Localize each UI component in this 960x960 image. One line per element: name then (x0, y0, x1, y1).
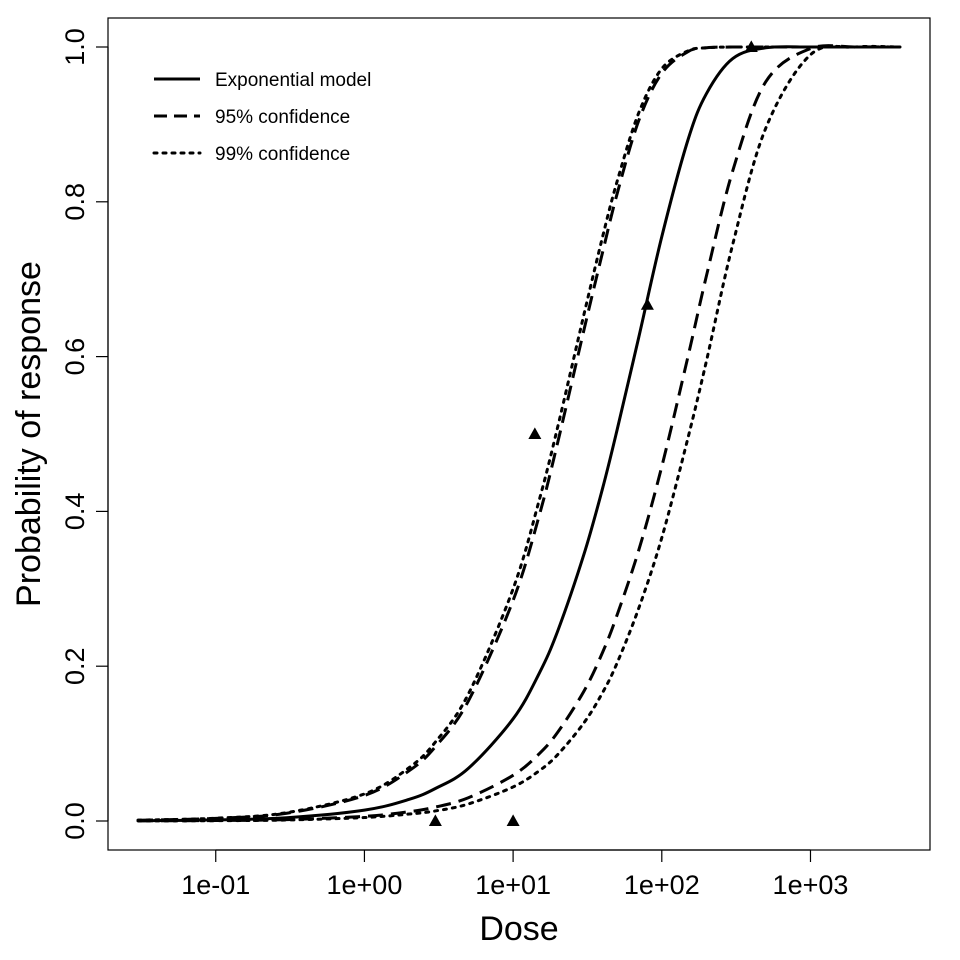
legend-label: 95% confidence (215, 107, 350, 128)
x-tick-label: 1e+01 (475, 870, 551, 900)
series-line-dashed-2 (137, 44, 901, 823)
x-axis-title: Dose (479, 910, 558, 948)
data-point (528, 427, 542, 439)
series-line-dotted-4 (136, 45, 902, 822)
series-line-solid-0 (137, 45, 900, 823)
curves (136, 44, 902, 823)
data-point (744, 40, 758, 52)
data-point (506, 814, 520, 826)
y-axis-title: Probability of response (10, 261, 48, 607)
x-tick-label: 1e+03 (773, 870, 849, 900)
y-tick-label: 0.4 (60, 493, 90, 531)
data-point (428, 814, 442, 826)
x-tick-label: 1e-01 (181, 870, 250, 900)
data-point (640, 298, 654, 310)
y-tick-label: 0.2 (60, 647, 90, 685)
legend: Exponential model 95% confidence 99% confi… (152, 70, 371, 165)
legend-label: Exponential model (215, 70, 371, 91)
plot-frame (107, 17, 931, 851)
y-tick-label: 1.0 (60, 28, 90, 66)
series-line-dotted-3 (136, 44, 902, 823)
y-tick-label: 0.6 (60, 338, 90, 376)
y-tick-label: 0.8 (60, 183, 90, 221)
y-axis: 0.0 0.2 0.4 0.6 0.8 1.0 (60, 28, 109, 840)
observed-points (428, 40, 758, 826)
y-tick-label: 0.0 (60, 802, 90, 840)
x-axis: 1e-01 1e+00 1e+01 1e+02 1e+03 (181, 849, 849, 900)
x-tick-label: 1e+02 (624, 870, 700, 900)
legend-label: 99% confidence (215, 144, 350, 165)
x-tick-label: 1e+00 (327, 870, 403, 900)
